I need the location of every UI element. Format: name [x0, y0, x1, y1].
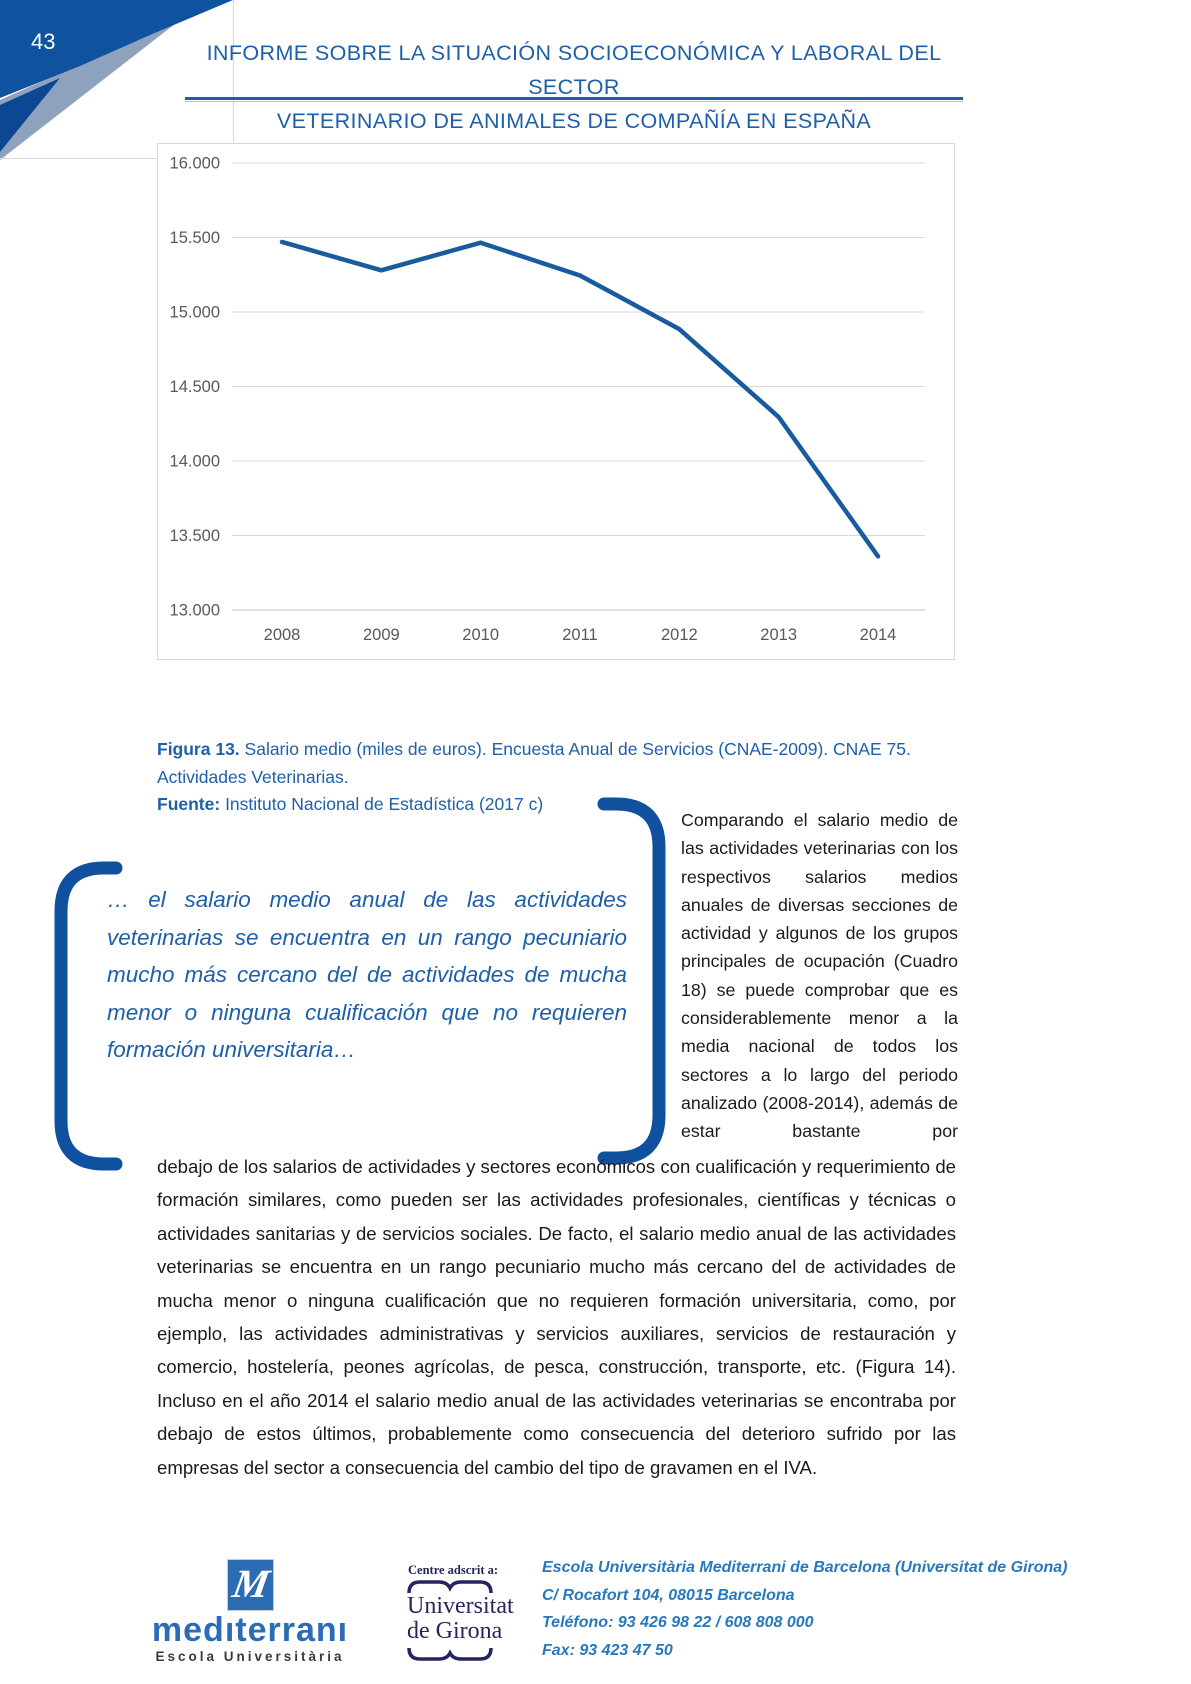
- svg-text:13.000: 13.000: [170, 602, 220, 620]
- header-vertical-divider: [233, 0, 234, 158]
- opening-quote-bracket-icon: [54, 861, 123, 1171]
- udg-logo: Universitat de Girona: [407, 1594, 514, 1644]
- figure-source-text: Instituto Nacional de Estadística (2017 …: [220, 794, 544, 814]
- contact-line-fax: Fax: 93 423 47 50: [542, 1641, 673, 1659]
- udg-line1: Universitat: [407, 1593, 514, 1619]
- salary-chart-svg: 16.000 15.500 15.000 14.500 14.000 13.500 13.0…: [170, 155, 925, 644]
- svg-text:13.500: 13.500: [170, 527, 220, 545]
- udg-bottom-bracket-icon: [407, 1647, 493, 1661]
- svg-text:15.000: 15.000: [170, 304, 220, 322]
- svg-text:2009: 2009: [363, 626, 400, 644]
- udg-top-bracket-icon: [407, 1580, 493, 1594]
- header-horizontal-divider: [0, 158, 233, 159]
- body-paragraph: debajo de los salarios de actividades y …: [157, 1156, 956, 1478]
- udg-line2: de Girona: [407, 1618, 503, 1644]
- right-column-paragraph: Comparando el salario medio de las activ…: [681, 810, 958, 1142]
- report-title-line2: VETERINARIO DE ANIMALES DE COMPAÑÍA EN E…: [276, 109, 872, 133]
- salary-line-chart: 16.000 15.500 15.000 14.500 14.000 13.500 13.0…: [157, 143, 955, 660]
- figure-label: Figura 13.: [157, 739, 240, 759]
- udg-adscrit-label: Centre adscrit a:: [408, 1563, 499, 1577]
- svg-text:2012: 2012: [661, 626, 698, 644]
- corner-decoration: [0, 0, 233, 160]
- contact-block: Escola Universitària Mediterrani de Barc…: [542, 1554, 1072, 1664]
- report-title: INFORME SOBRE LA SITUACIÓN SOCIOECONÓMIC…: [185, 36, 963, 138]
- svg-text:14.000: 14.000: [170, 453, 220, 471]
- svg-text:15.500: 15.500: [170, 229, 220, 247]
- mediterrani-wordmark: medıterranı: [151, 1611, 349, 1649]
- mediterrani-subtitle: Escola Universitària: [155, 1649, 345, 1664]
- contact-line-address: C/ Rocafort 104, 08015 Barcelona: [542, 1586, 795, 1604]
- svg-text:16.000: 16.000: [170, 155, 220, 173]
- svg-text:2014: 2014: [860, 626, 897, 644]
- mediterrani-logo-letter: M: [229, 1560, 273, 1606]
- page-number: 43: [31, 29, 56, 54]
- figure-caption-text: Salario medio (miles de euros). Encuesta…: [157, 739, 911, 787]
- pull-quote: … el salario medio anual de las activida…: [107, 887, 627, 1062]
- svg-text:14.500: 14.500: [170, 378, 220, 396]
- mediterrani-logo-icon: M: [227, 1559, 274, 1611]
- svg-text:2010: 2010: [462, 626, 499, 644]
- report-title-line1: INFORME SOBRE LA SITUACIÓN SOCIOECONÓMIC…: [206, 41, 942, 99]
- svg-text:2013: 2013: [760, 626, 797, 644]
- contact-line-phone: Teléfono: 93 426 98 22 / 608 808 000: [542, 1614, 814, 1631]
- closing-quote-bracket-icon: [597, 797, 666, 1165]
- contact-line-school: Escola Universitària Mediterrani de Barc…: [542, 1559, 1068, 1576]
- header-rule: [185, 97, 963, 102]
- svg-text:2011: 2011: [562, 626, 597, 644]
- svg-text:2008: 2008: [264, 626, 301, 644]
- figure-source-label: Fuente:: [157, 794, 221, 814]
- figure-caption: Figura 13. Salario medio (miles de euros…: [157, 736, 957, 819]
